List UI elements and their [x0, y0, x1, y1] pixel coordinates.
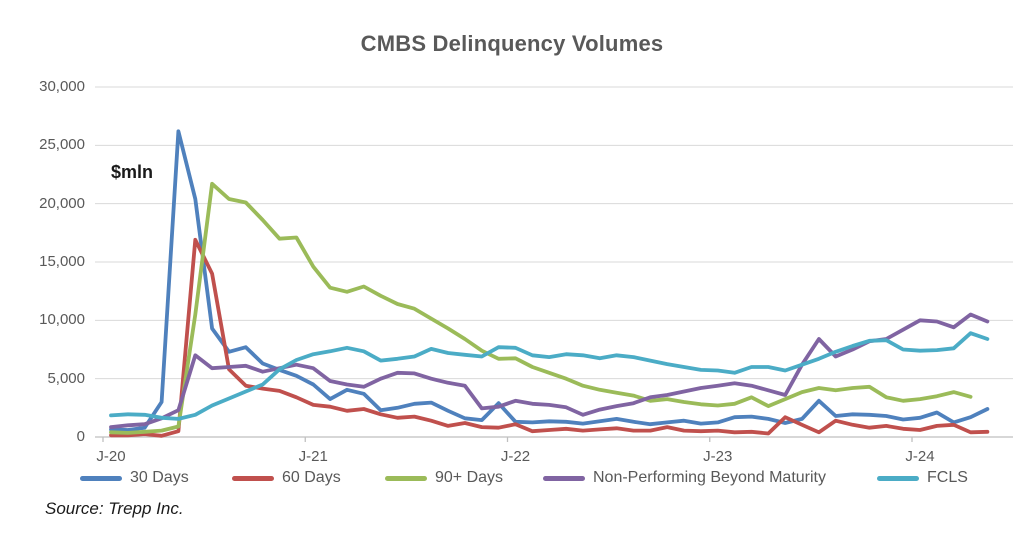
x-axis-tick-label: J-22 — [500, 448, 531, 465]
legend-item-fcls: FCLS — [877, 469, 968, 487]
legend-label: FCLS — [927, 469, 968, 486]
y-axis-tick-label: 5,000 — [47, 369, 85, 387]
x-axis-tick-label: J-24 — [905, 448, 935, 465]
chart-title: CMBS Delinquency Volumes — [360, 31, 664, 56]
x-axis-tick-label: J-20 — [96, 448, 126, 465]
legend-swatch-non-performing-beyond-maturity — [543, 475, 585, 481]
legend-item-30-days: 30 Days — [80, 469, 189, 487]
series-line-30-days — [109, 129, 990, 432]
legend-swatch-60-days — [232, 475, 274, 481]
legend-item-60-days: 60 Days — [232, 469, 341, 487]
y-axis-tick-label: 25,000 — [39, 136, 85, 154]
legend-label: 30 Days — [130, 469, 189, 486]
x-axis-tick-label: J-21 — [298, 448, 328, 465]
series-line-fcls — [109, 331, 990, 421]
legend-swatch-30-days — [80, 475, 122, 481]
y-axis-tick-label: 15,000 — [39, 253, 85, 270]
legend-label: 60 Days — [282, 469, 341, 486]
legend-label: 90+ Days — [435, 469, 504, 486]
legend-item-non-performing-beyond-maturity: Non-Performing Beyond Maturity — [543, 469, 826, 487]
legend-swatch-90-days — [385, 475, 427, 481]
series-line-90-days — [109, 181, 973, 435]
chart-legend: 30 Days 60 Days 90+ Days Non-Performing Bey… — [0, 469, 1024, 489]
x-axis-tick-label: J-23 — [703, 448, 733, 465]
source-note: Source: Trepp Inc. — [45, 499, 184, 518]
y-axis-tick-label: 0 — [76, 428, 85, 445]
y-axis-tick-label: 10,000 — [39, 311, 85, 329]
y-axis-tick-label: 20,000 — [39, 194, 85, 212]
series-line-non-performing-beyond-maturity — [109, 312, 990, 430]
y-axis-tick-label: 30,000 — [39, 78, 85, 95]
legend-swatch-fcls — [877, 475, 919, 481]
legend-label: Non-Performing Beyond Maturity — [593, 469, 826, 486]
y-axis-unit-label: $mln — [111, 162, 154, 182]
legend-item-90-days: 90+ Days — [385, 469, 503, 487]
